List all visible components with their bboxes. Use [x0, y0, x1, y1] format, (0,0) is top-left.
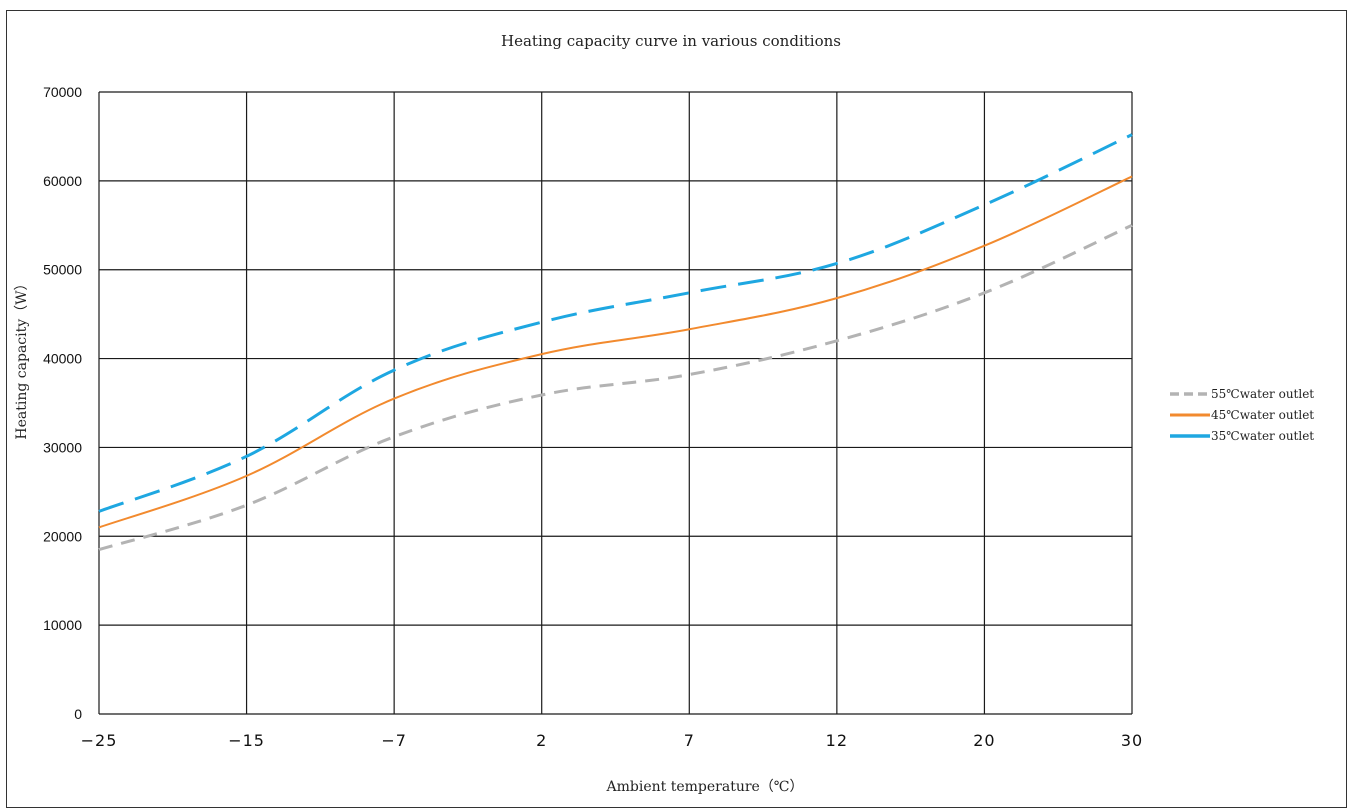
x-tick-label: 30	[1121, 731, 1143, 750]
y-tick-label: 20000	[43, 528, 82, 544]
x-tick-label: −15	[228, 731, 265, 750]
x-tick-label: 12	[826, 731, 848, 750]
x-tick-label: 20	[973, 731, 995, 750]
legend: 55℃water outlet 45℃water outlet 35℃water o…	[1170, 387, 1314, 443]
y-tick-label: 10000	[43, 617, 82, 633]
x-tick-label: 2	[536, 731, 547, 750]
series-line-3	[98, 133, 1133, 513]
y-tick-label: 60000	[43, 173, 82, 189]
chart-frame	[6, 10, 1347, 808]
legend-label-3: 35℃water outlet	[1211, 429, 1314, 443]
x-tick-label: −7	[381, 731, 407, 750]
series-line-1	[98, 223, 1133, 552]
y-tick-label: 70000	[43, 84, 82, 100]
y-axis-title: Heating capacity（W）	[14, 276, 30, 439]
grid	[98, 91, 1133, 715]
x-tick-label: 7	[684, 731, 695, 750]
y-tick-label: 50000	[43, 262, 82, 278]
series-lines	[98, 133, 1133, 552]
y-tick-labels: 0 10000 20000 30000 40000 50000 60000 70000	[43, 84, 82, 722]
y-tick-label: 40000	[43, 351, 82, 367]
x-tick-labels: −25 −15 −7 2 7 12 20 30	[81, 731, 1143, 750]
x-tick-label: −25	[81, 731, 118, 750]
chart-title: Heating capacity curve in various condit…	[501, 32, 841, 50]
y-tick-label: 30000	[43, 439, 82, 455]
legend-label-2: 45℃water outlet	[1211, 408, 1314, 422]
series-line-2	[98, 175, 1133, 529]
x-axis-title: Ambient temperature（℃）	[606, 779, 804, 795]
legend-label-1: 55℃water outlet	[1211, 387, 1314, 401]
y-tick-label: 0	[74, 706, 82, 722]
